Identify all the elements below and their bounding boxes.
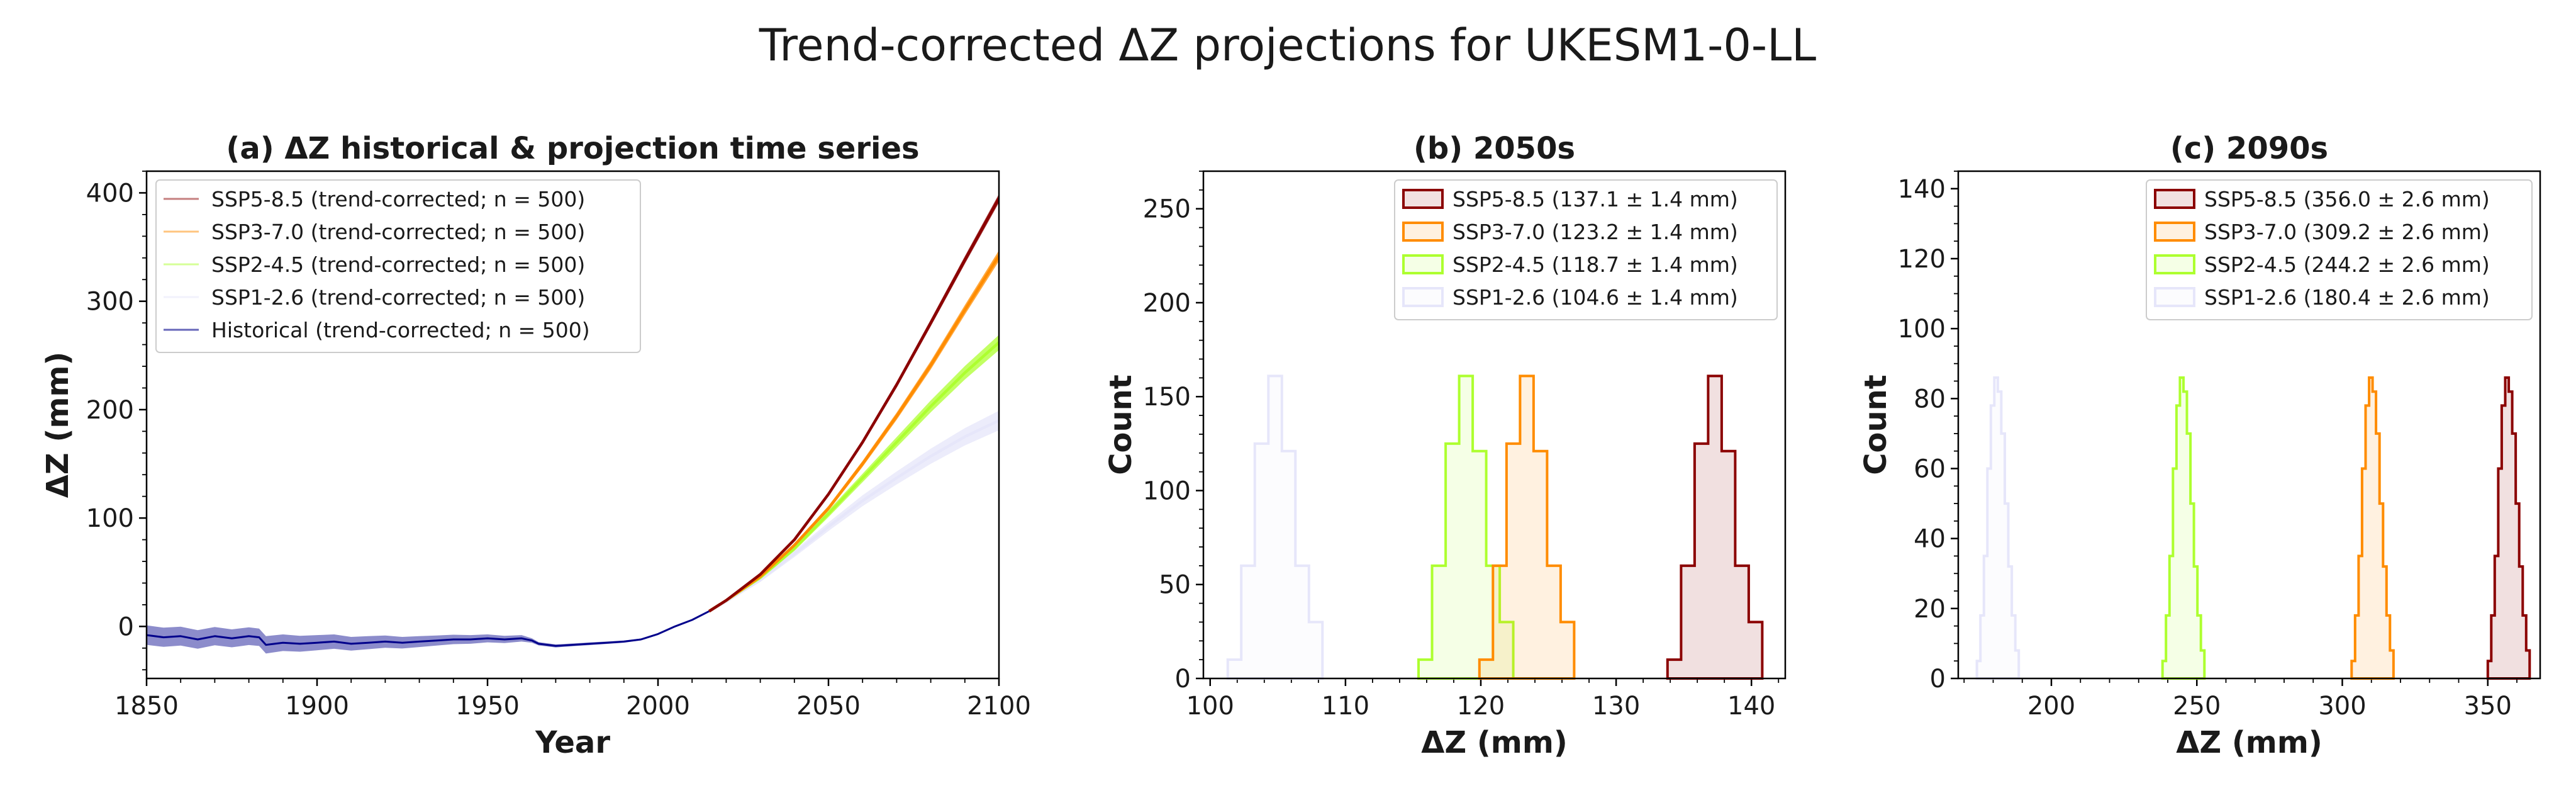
legend-entry: Historical (trend-corrected; n = 500) xyxy=(211,318,590,342)
x-tick-label: 100 xyxy=(1186,692,1234,721)
x-tick-label: 2000 xyxy=(626,692,690,721)
x-tick-label: 120 xyxy=(1457,692,1505,721)
legend-entry: SSP1-2.6 (104.6 ± 1.4 mm) xyxy=(1452,285,1738,310)
series-band-ssp245 xyxy=(709,335,999,612)
x-tick-label: 200 xyxy=(2027,692,2075,721)
legend-swatch-ssp126 xyxy=(2154,287,2195,307)
panel-title: (c) 2090s xyxy=(2170,131,2328,166)
histogram-ssp126 xyxy=(1226,374,1324,680)
histogram-ssp245 xyxy=(2161,376,2206,680)
figure-title: Trend-corrected ΔZ projections for UKESM… xyxy=(759,20,1816,71)
legend-swatch-ssp370 xyxy=(1402,222,1444,242)
series-line-historical xyxy=(147,610,710,647)
x-tick-label: 250 xyxy=(2173,692,2221,721)
x-tick-label: 110 xyxy=(1322,692,1369,721)
legend-swatch-ssp585 xyxy=(2154,189,2195,209)
panel-b-histogram-2050s: (b) 2050s 100 110 120 130 140 0 50 100 150 200 250 Δ… xyxy=(1103,131,1787,760)
x-axis-label: Year xyxy=(535,725,610,760)
y-tick-label: 50 xyxy=(1159,571,1191,600)
x-tick-label: 130 xyxy=(1592,692,1640,721)
legend-swatch-ssp585 xyxy=(1402,189,1444,209)
x-tick-label: 140 xyxy=(1727,692,1775,721)
legend-entry: SSP5-8.5 (trend-corrected; n = 500) xyxy=(211,187,585,211)
histogram-ssp245 xyxy=(1417,374,1515,680)
y-tick-label: 60 xyxy=(1914,454,1946,483)
y-tick-label: 0 xyxy=(1175,665,1191,694)
x-tick-label: 1950 xyxy=(455,692,520,721)
axes-frame xyxy=(1957,170,2541,680)
histogram-ssp370 xyxy=(2350,376,2395,680)
legend-box xyxy=(2146,179,2533,320)
y-tick-label: 100 xyxy=(1898,315,1946,344)
y-tick-label: 250 xyxy=(1143,195,1191,224)
y-tick-label: 300 xyxy=(86,288,134,317)
legend: SSP5-8.5 (trend-corrected; n = 500) SSP3-… xyxy=(155,179,641,353)
series-band-historical xyxy=(147,610,710,654)
y-tick-label: 200 xyxy=(86,396,134,425)
histogram-ssp370 xyxy=(1478,374,1576,680)
x-axis-label: ΔZ (mm) xyxy=(2176,725,2322,760)
y-tick-label: 120 xyxy=(1898,245,1946,274)
legend-entry: SSP5-8.5 (356.0 ± 2.6 mm) xyxy=(2204,187,2490,211)
legend-entry: SSP1-2.6 (trend-corrected; n = 500) xyxy=(211,285,585,310)
y-tick-label: 40 xyxy=(1914,525,1946,554)
y-axis-label: Count xyxy=(1103,374,1139,475)
series-band-ssp370 xyxy=(709,250,999,612)
x-tick-label: 2050 xyxy=(796,692,861,721)
legend-swatch-ssp126 xyxy=(1402,287,1444,307)
legend-entry: SSP1-2.6 (180.4 ± 2.6 mm) xyxy=(2204,285,2490,310)
x-tick-label: 300 xyxy=(2318,692,2366,721)
histogram-ssp585 xyxy=(1666,374,1764,680)
legend-entry: SSP2-4.5 (trend-corrected; n = 500) xyxy=(211,252,585,277)
y-axis-label: Count xyxy=(1858,374,1893,475)
legend-entry: SSP2-4.5 (244.2 ± 2.6 mm) xyxy=(2204,252,2490,277)
y-tick-label: 100 xyxy=(86,504,134,533)
series-band-ssp585 xyxy=(709,194,999,612)
legend-entry: SSP2-4.5 (118.7 ± 1.4 mm) xyxy=(1452,252,1738,277)
x-tick-label: 350 xyxy=(2464,692,2512,721)
legend-box xyxy=(155,179,641,353)
panel-a-timeseries: (a) ΔZ historical & projection time seri… xyxy=(40,131,1031,760)
y-tick-label: 80 xyxy=(1914,385,1946,413)
y-tick-label: 150 xyxy=(1143,383,1191,412)
y-tick-label: 200 xyxy=(1143,289,1191,318)
legend: SSP5-8.5 (137.1 ± 1.4 mm) SSP3-7.0 (123.2… xyxy=(1394,179,1778,320)
histogram-ssp585 xyxy=(2486,376,2531,680)
legend-entry: SSP3-7.0 (trend-corrected; n = 500) xyxy=(211,220,585,244)
axes-frame xyxy=(145,170,1000,680)
panel-c-histogram-2090s: (c) 2090s 200 250 300 350 0 20 40 60 80 100 120 140 Δ… xyxy=(1858,131,2541,760)
legend-swatch-ssp245 xyxy=(1402,254,1444,274)
legend-entry: SSP3-7.0 (309.2 ± 2.6 mm) xyxy=(2204,220,2490,244)
x-tick-label: 2100 xyxy=(967,692,1031,721)
series-line-ssp370 xyxy=(708,255,999,613)
legend-swatch-ssp245 xyxy=(2154,254,2195,274)
y-tick-label: 0 xyxy=(118,612,134,641)
y-axis-label: ΔZ (mm) xyxy=(40,352,75,498)
y-tick-label: 100 xyxy=(1143,476,1191,505)
panel-title: (b) 2050s xyxy=(1413,131,1575,166)
histogram-ssp126 xyxy=(1975,376,2021,680)
y-tick-label: 0 xyxy=(1930,665,1946,694)
x-axis-label: ΔZ (mm) xyxy=(1421,725,1568,760)
y-tick-label: 140 xyxy=(1898,175,1946,204)
series-line-ssp585 xyxy=(708,198,999,613)
axes-frame xyxy=(1202,170,1787,680)
panel-a-plot-area xyxy=(147,194,999,654)
legend-entry: SSP3-7.0 (123.2 ± 1.4 mm) xyxy=(1452,220,1738,244)
y-tick-label: 400 xyxy=(86,179,134,208)
legend-swatch-ssp370 xyxy=(2154,222,2195,242)
legend: SSP5-8.5 (356.0 ± 2.6 mm) SSP3-7.0 (309.2… xyxy=(2146,179,2533,320)
y-tick-label: 20 xyxy=(1914,595,1946,624)
x-tick-label: 1900 xyxy=(285,692,349,721)
legend-entry: SSP5-8.5 (137.1 ± 1.4 mm) xyxy=(1452,187,1738,211)
legend-box xyxy=(1394,179,1778,320)
x-tick-label: 1850 xyxy=(114,692,179,721)
panel-title: (a) ΔZ historical & projection time seri… xyxy=(226,131,919,166)
